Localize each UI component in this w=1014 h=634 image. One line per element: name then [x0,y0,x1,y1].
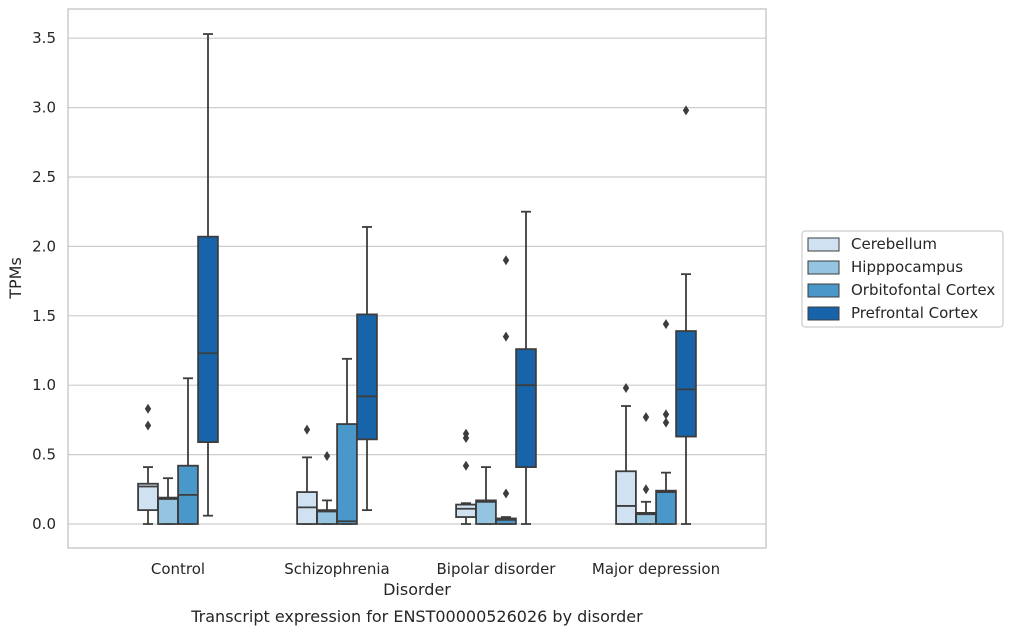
chart-caption: Transcript expression for ENST0000052602… [190,607,643,626]
outlier-point [622,382,630,393]
outlier-point [502,331,510,342]
y-tick-labels: 0.0 0.5 1.0 1.5 2.0 2.5 3.0 3.5 [32,29,56,533]
box-group [197,33,219,517]
x-tick-label: Schizophrenia [284,560,389,578]
legend-label: Orbitofontal Cortex [851,281,995,299]
box-group [336,357,358,525]
y-tick-label: 0.0 [32,515,56,533]
iqr-box [455,503,477,518]
outlier-point [502,255,510,266]
legend-label: Prefrontal Cortex [851,304,978,322]
iqr-box [157,496,179,525]
outlier-point [303,424,311,435]
box-group [157,477,179,525]
iqr-box [356,313,378,441]
x-axis-label: Disorder [383,580,451,599]
outlier-point [662,319,670,330]
outlier-point [462,428,470,439]
box-group [455,428,477,525]
iqr-box [336,423,358,525]
legend-swatch [807,237,840,252]
y-tick-label: 2.5 [32,168,56,186]
iqr-box [655,489,677,525]
iqr-box [475,499,497,525]
outlier-point [462,460,470,471]
outlier-point [502,488,510,499]
y-tick-label: 3.5 [32,29,56,47]
legend-swatch [807,306,840,321]
box-group [475,466,497,525]
legend-swatch [807,283,840,298]
legend-label: Cerebellum [851,235,937,253]
iqr-box [137,482,159,512]
legend-label: Hipppocampus [851,258,963,276]
outlier-point [662,417,670,428]
box-group [515,210,537,525]
box-group [137,403,159,525]
y-tick-label: 1.0 [32,376,56,394]
iqr-box [515,348,537,468]
box-group [316,450,338,525]
box-group [177,377,199,525]
x-tick-label: Major depression [592,560,720,578]
box-group [495,255,517,525]
outlier-point [323,450,331,461]
outlier-point [682,105,690,116]
outlier-point [144,420,152,431]
x-tick-label: Control [151,560,205,578]
plot-frame [67,8,767,549]
box-group [615,382,637,525]
iqr-box [615,470,637,525]
legend-swatch [807,260,840,275]
legend-frame [801,230,1004,328]
outlier-point [662,409,670,420]
iqr-box [495,517,517,525]
y-tick-label: 3.0 [32,99,56,117]
outlier-point [642,484,650,495]
y-tick-label: 2.0 [32,237,56,255]
x-tick-label: Bipolar disorder [437,560,557,578]
iqr-box [197,235,219,444]
y-axis-label: TPMs [6,257,25,300]
box-group [675,105,697,525]
box-group [655,319,677,525]
box-plot-elements [137,33,697,525]
box-group [635,412,657,525]
iqr-box [675,330,697,438]
outlier-point [144,403,152,414]
y-tick-label: 1.5 [32,307,56,325]
x-tick-labels: Control Schizophrenia Bipolar disorder Majo… [151,560,720,578]
y-tick-label: 0.5 [32,446,56,464]
legend: Cerebellum Hipppocampus Orbitofontal Corte… [801,230,1004,328]
box-group [296,424,318,525]
outlier-point [642,412,650,423]
box-group [356,226,378,512]
